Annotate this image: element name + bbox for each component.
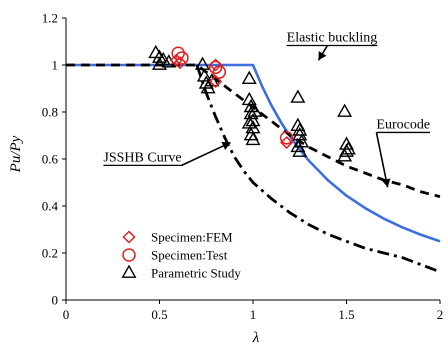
legend-marker-specimen-fem xyxy=(122,230,136,244)
axes-layer: 0 0.2 0.4 0.6 0.8 1 1.2 0 0.5 1 1.5 2 xyxy=(42,11,444,323)
curves-layer xyxy=(66,63,441,274)
data-point-parametric-study xyxy=(152,49,167,63)
data-point-parametric-study xyxy=(337,103,353,117)
data-point-specimen-test xyxy=(279,131,294,145)
x-tick-label: 1.5 xyxy=(338,307,354,322)
x-tick-label: 2 xyxy=(437,307,444,322)
data-point-parametric-study xyxy=(241,70,257,85)
legend-label-parametric-study: Parametric Study xyxy=(151,266,241,281)
data-point-parametric-study xyxy=(292,143,308,157)
data-point-specimen-fem xyxy=(173,56,187,70)
y-tick-label: 0 xyxy=(52,293,59,308)
callout-leader-eurocode xyxy=(375,132,389,188)
callout-arrowhead-elastic-buckling xyxy=(318,51,327,61)
callout-arrowhead-jsshb-curve xyxy=(221,141,231,151)
data-point-parametric-study xyxy=(195,56,211,70)
data-point-specimen-test xyxy=(208,60,223,75)
data-point-parametric-study xyxy=(292,122,308,136)
callout-label-eurocode: Eurocode xyxy=(376,117,430,132)
callout-label-elastic-buckling: Elastic buckling xyxy=(287,31,378,46)
callout-leader-jsshb-curve xyxy=(181,141,231,167)
callout-arrowhead-eurocode xyxy=(381,178,391,188)
y-axis-label: Pu/Py xyxy=(8,135,24,173)
data-point-parametric-study xyxy=(245,112,261,127)
curve-jsshb-curve xyxy=(195,64,441,274)
data-point-parametric-study xyxy=(204,73,220,87)
data-point-parametric-study xyxy=(200,80,216,94)
legend-marker-specimen-test xyxy=(122,248,136,262)
points-layer xyxy=(148,44,356,162)
x-tick-label: 0.5 xyxy=(151,307,167,322)
curve-eurocode xyxy=(66,63,441,198)
y-tick-label: 0.2 xyxy=(42,246,58,261)
data-point-specimen-test xyxy=(175,51,189,65)
data-point-specimen-fem xyxy=(169,53,183,67)
legend-marker-parametric-study xyxy=(121,264,137,278)
data-point-parametric-study xyxy=(337,148,353,162)
callouts-layer: Elastic buckling Eurocode JSSHB Curve xyxy=(103,31,431,188)
y-tick-label: 1.2 xyxy=(42,11,58,26)
data-point-parametric-study xyxy=(241,115,257,129)
y-tick-label: 0.8 xyxy=(42,105,58,120)
data-point-specimen-fem xyxy=(209,58,223,72)
data-point-specimen-fem xyxy=(209,74,223,89)
data-point-specimen-fem xyxy=(280,135,294,150)
y-tick-label: 0.4 xyxy=(42,199,59,214)
x-tick-label: 1 xyxy=(250,307,257,322)
y-tick-label: 1 xyxy=(52,58,59,73)
legend-label-specimen-test: Specimen:Test xyxy=(151,248,228,263)
data-point-parametric-study xyxy=(245,131,261,146)
curve-elastic-buckling xyxy=(66,63,441,243)
data-point-parametric-study xyxy=(152,56,167,70)
x-tick-label: 0 xyxy=(63,307,70,322)
legend: Specimen:FEM Specimen:Test Parametric Stud… xyxy=(121,230,241,281)
data-point-parametric-study xyxy=(290,89,306,103)
x-axis-label: λ xyxy=(252,330,260,345)
legend-label-specimen-fem: Specimen:FEM xyxy=(151,230,233,245)
data-point-parametric-study xyxy=(247,103,263,117)
callout-label-jsshb-curve: JSSHB Curve xyxy=(103,150,181,165)
data-point-parametric-study xyxy=(340,141,356,155)
y-tick-label: 0.6 xyxy=(42,152,59,167)
